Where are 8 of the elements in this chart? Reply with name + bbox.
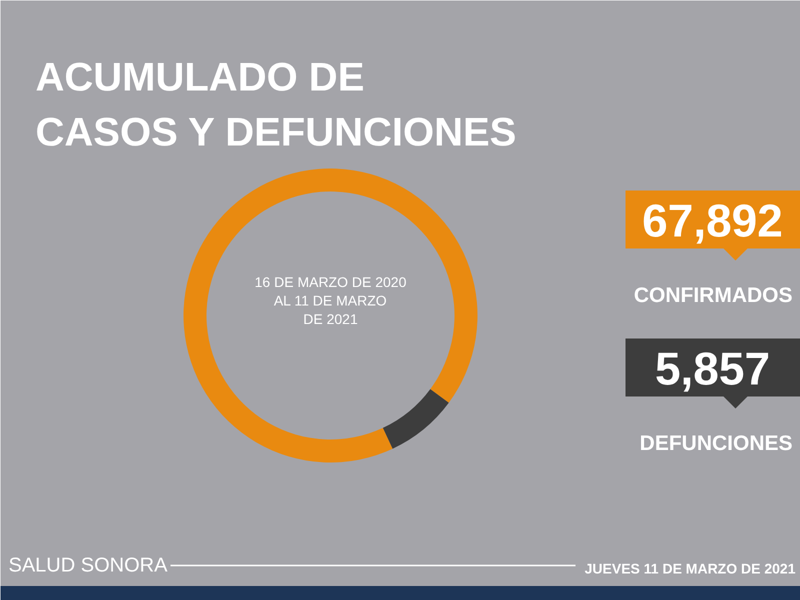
legend-label: CONFIRMADOS: [634, 284, 793, 307]
chart-title: ACUMULADO DE CASOS Y DEFUNCIONES: [36, 56, 516, 154]
text: 16 DE MARZO DE 2020 AL 11 DE MARZO DE 2021: [254, 274, 407, 327]
text: SALUD SONORA: [8, 554, 168, 576]
data-label: 67,892: [642, 194, 783, 246]
data-label: 5,857: [654, 342, 770, 394]
text: JUEVES 11 DE MARZO DE 2021: [584, 560, 796, 576]
legend-label: DEFUNCIONES: [640, 432, 793, 455]
